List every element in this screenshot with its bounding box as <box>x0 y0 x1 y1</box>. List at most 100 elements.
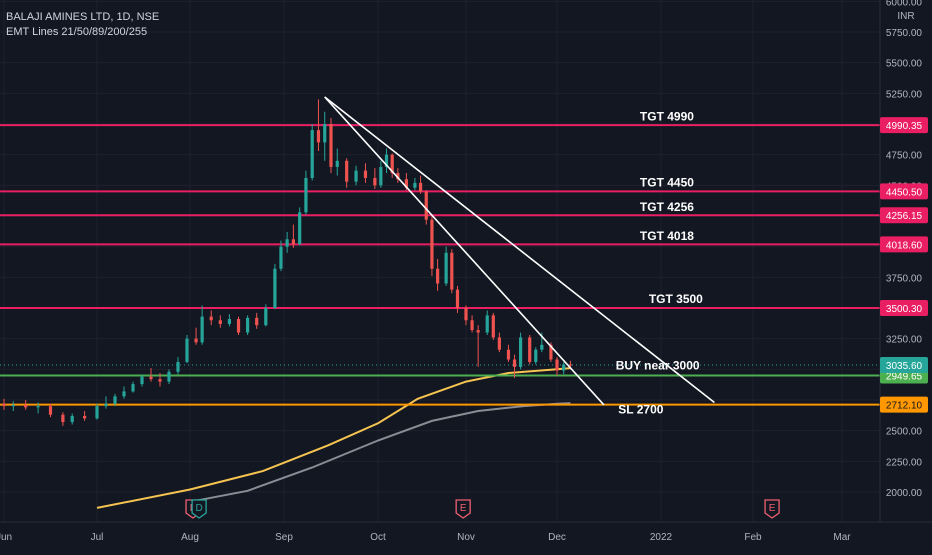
symbol-title[interactable]: BALAJI AMINES LTD, 1D, NSE <box>6 11 160 23</box>
candle <box>373 168 377 190</box>
candle <box>140 374 144 387</box>
candle-body <box>255 317 259 326</box>
candle <box>345 158 349 188</box>
time-tick-label: Nov <box>457 532 475 543</box>
event-marker-label: D <box>195 503 202 514</box>
candle <box>534 347 538 365</box>
candle <box>104 396 108 409</box>
candle <box>323 111 327 161</box>
earnings-marker-icon[interactable]: E <box>764 499 780 519</box>
candle <box>316 99 321 151</box>
candle <box>329 117 333 174</box>
price-tag: 3500.30 <box>880 299 928 316</box>
price-tick-label: 5750.00 <box>886 28 923 39</box>
candle <box>95 403 99 420</box>
candle <box>464 305 468 326</box>
price-tick-label: 2000.00 <box>886 488 923 499</box>
candle <box>418 175 423 194</box>
candle <box>218 315 222 328</box>
price-tick-label: 5250.00 <box>886 89 923 100</box>
candle <box>36 402 40 414</box>
candle <box>2 398 6 410</box>
candle-body <box>519 337 523 367</box>
trendline[interactable] <box>324 96 715 404</box>
candle <box>528 334 532 365</box>
candle <box>200 305 204 345</box>
candle-body <box>194 338 198 343</box>
candle-body <box>549 344 553 360</box>
price-tag-label: 4256.15 <box>886 211 923 222</box>
candle-body <box>291 239 295 245</box>
candle <box>506 344 511 362</box>
level-annotation: TGT 4256 <box>640 200 694 214</box>
candle <box>485 310 489 335</box>
candle <box>83 411 87 421</box>
level-annotation: TGT 4450 <box>640 176 694 190</box>
candle-body <box>455 289 460 308</box>
candle <box>363 163 368 183</box>
price-tick-label: 2250.00 <box>886 457 923 468</box>
candle-body <box>345 160 349 182</box>
earnings-marker-icon[interactable]: E <box>455 499 471 519</box>
dividend-marker-icon[interactable]: D <box>191 499 207 519</box>
candle-body <box>363 170 368 178</box>
candle-body <box>329 124 333 167</box>
candle-body <box>562 364 566 371</box>
candle-body <box>200 316 204 343</box>
candle-body <box>418 182 423 192</box>
trendlines[interactable] <box>324 96 715 406</box>
candle <box>298 207 302 246</box>
candle <box>273 263 277 310</box>
candle-body <box>373 177 377 186</box>
time-axis-panel <box>0 522 932 550</box>
candle-body <box>354 170 358 182</box>
candle <box>430 216 434 277</box>
chart-legend[interactable]: BALAJI AMINES LTD, 1D, NSE EMT Lines 21/… <box>6 10 159 40</box>
candle-body <box>218 320 222 324</box>
candle <box>512 354 517 378</box>
candle-body <box>2 403 6 407</box>
candle-body <box>384 154 389 167</box>
time-tick-label: 2022 <box>650 532 673 543</box>
candle-body <box>149 376 153 380</box>
candle-body <box>476 330 480 333</box>
candle-body <box>512 359 517 367</box>
price-tag-box <box>880 236 928 253</box>
candle-body <box>450 252 454 290</box>
candle-body <box>83 415 87 419</box>
candle <box>48 403 53 418</box>
candle-body <box>131 384 135 392</box>
indicator-title[interactable]: EMT Lines 21/50/89/200/255 <box>6 26 148 38</box>
price-tick-label: 6000.00 <box>886 0 923 8</box>
candle <box>122 386 126 399</box>
price-tag-label: 4018.60 <box>886 240 923 251</box>
candle-body <box>264 308 268 326</box>
candle-body <box>61 414 65 423</box>
candle-body <box>279 246 283 269</box>
event-markers[interactable]: EDEE <box>185 499 780 519</box>
candle-body <box>534 349 538 362</box>
candle-body <box>140 376 144 385</box>
trendline[interactable] <box>324 96 605 406</box>
candle-body <box>316 130 321 143</box>
candle-body <box>555 359 559 371</box>
price-tag-label: 3500.30 <box>886 304 923 315</box>
candle-body <box>95 406 99 419</box>
price-tick-label: 3750.00 <box>886 273 923 284</box>
candle-body <box>122 391 126 397</box>
price-axis[interactable]: INR 6000.005750.005500.005250.004750.004… <box>879 0 932 522</box>
price-axis-panel <box>880 0 932 522</box>
time-axis[interactable]: Jun Jul Aug Sep Oct Nov Dec 2022 Feb Mar <box>0 521 932 550</box>
time-tick-label: Jul <box>91 532 104 543</box>
candle <box>455 285 460 313</box>
candle-body <box>396 173 400 180</box>
price-tag: 4018.60 <box>880 236 928 253</box>
candle <box>335 148 339 176</box>
candle <box>158 373 162 387</box>
candle <box>424 190 428 225</box>
price-tag-label: 4450.50 <box>886 187 923 198</box>
candle-body <box>236 319 241 333</box>
price-tag-box <box>880 356 928 373</box>
